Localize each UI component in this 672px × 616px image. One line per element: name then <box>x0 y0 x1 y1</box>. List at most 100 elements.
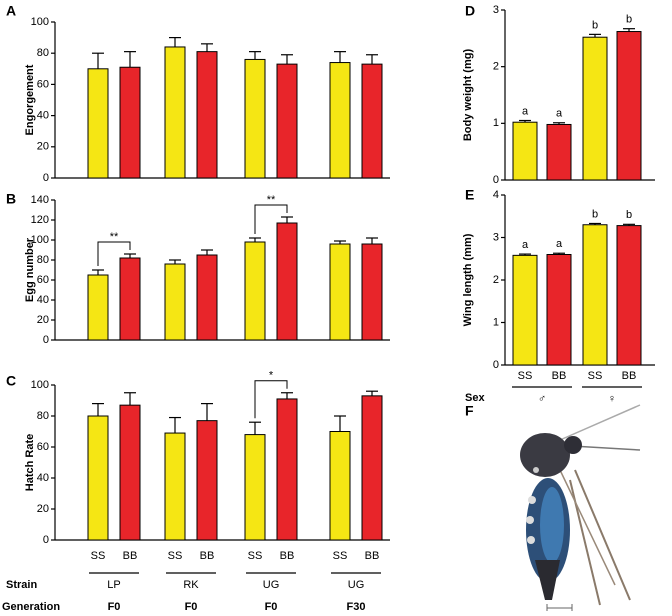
x-tick-label: BB <box>365 550 380 562</box>
y-tick-label: 120 <box>31 214 49 226</box>
panel-letter: F <box>465 403 474 419</box>
x-axis-label: Strain <box>6 579 37 591</box>
bar <box>616 225 642 366</box>
bar <box>164 432 186 541</box>
x2-axis-label: Generation <box>2 601 60 613</box>
y-tick-label: 100 <box>31 16 49 28</box>
bar <box>616 31 642 181</box>
y-tick-label: 80 <box>37 254 49 266</box>
mosquito-photo <box>520 404 641 611</box>
x-tick-label: BB <box>123 550 138 562</box>
category2-label: F30 <box>347 601 366 613</box>
category-label: LP <box>107 579 120 591</box>
x-tick-label: SS <box>248 550 263 562</box>
group-letter: a <box>556 238 563 250</box>
y-tick-label: 40 <box>37 472 49 484</box>
significance-bracket <box>97 241 131 266</box>
y-tick-label: 3 <box>493 4 499 16</box>
x-tick-label: BB <box>280 550 295 562</box>
y-tick-label: 20 <box>37 503 49 515</box>
bar <box>361 63 383 179</box>
group-letter: b <box>626 14 632 26</box>
x-tick-label: BB <box>552 370 567 382</box>
y-tick-label: 100 <box>31 379 49 391</box>
group-letter: a <box>522 105 529 117</box>
panel-letter: B <box>6 191 16 207</box>
significance-bracket <box>254 380 288 419</box>
y-tick-label: 4 <box>493 189 499 201</box>
y-tick-label: 0 <box>43 172 49 184</box>
y-axis-label: Engorgement <box>24 64 36 135</box>
bar <box>329 243 351 341</box>
category2-label: F0 <box>185 601 198 613</box>
y-axis-label: Egg number <box>24 237 36 302</box>
y-tick-label: 60 <box>37 78 49 90</box>
y-tick-label: 1 <box>493 117 499 129</box>
y-tick-label: 60 <box>37 274 49 286</box>
significance: ** <box>267 194 276 206</box>
x-tick-label: BB <box>200 550 215 562</box>
y-tick-label: 1 <box>493 316 499 328</box>
y-tick-label: 40 <box>37 110 49 122</box>
group-letter: b <box>626 209 632 221</box>
y-tick-label: 20 <box>37 141 49 153</box>
bar <box>196 51 218 179</box>
bar <box>196 254 218 341</box>
panel-letter: D <box>465 3 475 19</box>
panel-letter: C <box>6 373 16 389</box>
category-label: ♀ <box>608 393 616 405</box>
y-axis-label: Body weight (mg) <box>462 49 474 142</box>
bar <box>276 222 298 341</box>
bar <box>512 121 538 181</box>
y-axis-label: Hatch Rate <box>24 434 36 491</box>
group-letter: b <box>592 19 598 31</box>
y-tick-label: 2 <box>493 61 499 73</box>
y-tick-label: 20 <box>37 314 49 326</box>
y-tick-label: 140 <box>31 194 49 206</box>
bar <box>329 62 351 179</box>
bar <box>512 254 538 366</box>
bar <box>119 257 141 341</box>
y-tick-label: 2 <box>493 274 499 286</box>
bar <box>87 415 109 541</box>
significance-bracket <box>254 204 288 234</box>
y-axis-label: Wing length (mm) <box>462 233 474 326</box>
category2-label: F0 <box>108 601 121 613</box>
bar <box>582 224 608 366</box>
bar <box>244 241 266 341</box>
x-tick-label: SS <box>168 550 183 562</box>
bar <box>546 123 572 181</box>
panel-letter: A <box>6 3 16 19</box>
y-tick-label: 80 <box>37 47 49 59</box>
bar <box>87 68 109 179</box>
x-tick-label: SS <box>518 370 533 382</box>
bar <box>276 63 298 179</box>
bar <box>164 46 186 179</box>
bar <box>87 274 109 341</box>
category-label: UG <box>348 579 365 591</box>
bar <box>361 243 383 341</box>
x-tick-label: SS <box>333 550 348 562</box>
panel-letter: E <box>465 187 474 203</box>
y-tick-label: 0 <box>493 174 499 186</box>
bar <box>329 431 351 541</box>
x-tick-label: SS <box>91 550 106 562</box>
bar <box>119 66 141 179</box>
bar <box>196 420 218 541</box>
bar <box>119 404 141 541</box>
bar <box>361 395 383 541</box>
significance: * <box>269 370 274 382</box>
y-tick-label: 60 <box>37 441 49 453</box>
y-tick-label: 0 <box>43 534 49 546</box>
bar <box>244 434 266 541</box>
y-tick-label: 100 <box>31 234 49 246</box>
bar <box>546 254 572 366</box>
bar <box>582 36 608 181</box>
category-label: ♂ <box>538 393 546 405</box>
y-tick-label: 0 <box>43 334 49 346</box>
x-tick-label: SS <box>588 370 603 382</box>
y-tick-label: 80 <box>37 410 49 422</box>
y-tick-label: 0 <box>493 359 499 371</box>
bar <box>244 58 266 179</box>
